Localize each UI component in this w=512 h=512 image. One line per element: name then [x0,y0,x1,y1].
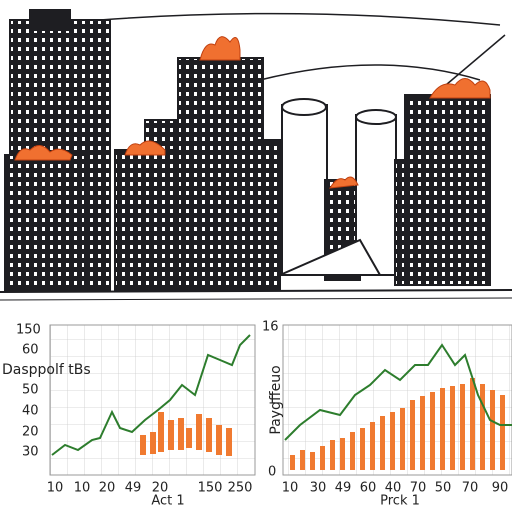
y-tick-label: 30 [22,445,39,460]
x-tick-label: 10 [282,481,299,496]
right-chart: 16 1 0 Paygffeuo 10 30 49 60 40 70 50 70… [262,320,512,509]
x-tick-label: 250 [228,481,253,496]
bars [290,378,505,470]
x-tick-label: 49 [125,481,142,496]
line [284,343,512,441]
x-tick-labels: 10 10 20 49 20 150 250 [47,481,253,496]
y-tick-label: 40 [22,404,39,419]
line [51,334,251,456]
x-tick-label: 30 [310,481,327,496]
plot-area [282,324,512,476]
x-tick-label: 20 [99,481,116,496]
left-chart: 150 60 50 40 20 30 Dasppolf tBs 10 10 20… [2,323,256,509]
x-tick-label: 49 [335,481,352,496]
x-tick-label: 60 [360,481,377,496]
y-tick-label: 0 [268,465,276,480]
y-tick-label: 50 [22,383,39,398]
y-tick-label: 60 [22,343,39,358]
x-tick-label: 50 [435,481,452,496]
x-tick-labels: 10 30 49 60 40 70 50 70 90 [282,481,509,496]
x-tick-label: 90 [492,481,509,496]
x-axis-title: Prck 1 [380,494,420,509]
y-tick-label: 20 [22,425,39,440]
x-tick-label: 40 [385,481,402,496]
bars [140,412,232,456]
x-tick-label: 150 [198,481,223,496]
x-tick-label: 10 [47,481,64,496]
x-tick-label: 70 [410,481,427,496]
y-tick-label: 150 [16,323,41,338]
x-tick-label: 10 [74,481,91,496]
x-axis-title: Act 1 [151,494,184,509]
x-tick-label: 20 [152,481,169,496]
y-axis-title: Dasppolf tBs [2,362,91,378]
y-tick-label: 1 [268,393,276,408]
x-tick-label: 70 [462,481,479,496]
y-tick-label: 16 [262,320,279,335]
city-scene [0,9,512,301]
y-axis-title: Paygffeuo [268,365,284,434]
